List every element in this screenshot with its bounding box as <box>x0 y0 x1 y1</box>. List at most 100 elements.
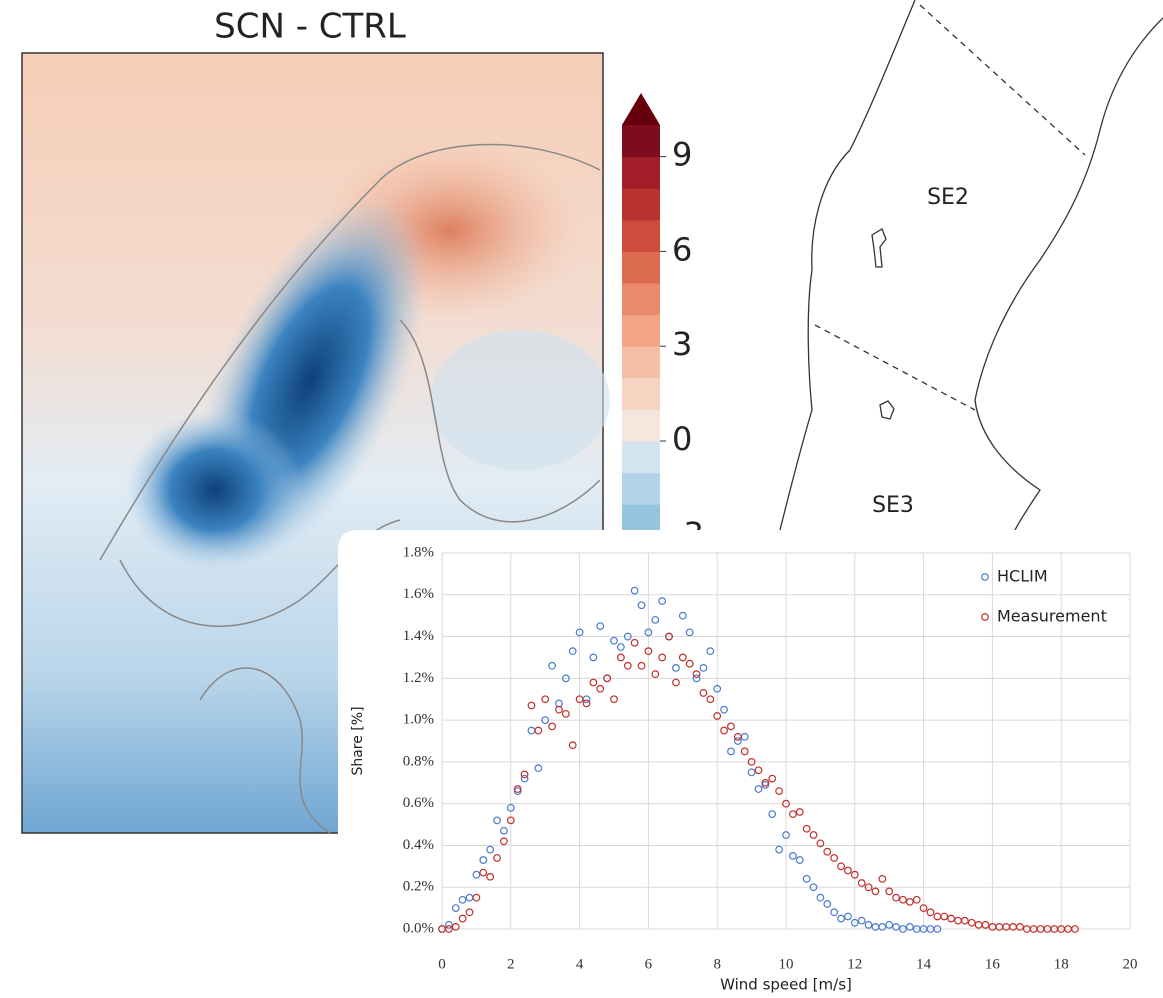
y-axis-label: Share [%] <box>350 706 366 775</box>
x-tick-label: 12 <box>847 956 862 972</box>
point <box>513 787 522 796</box>
point <box>692 674 701 683</box>
point <box>672 663 680 672</box>
point <box>486 845 495 854</box>
point <box>850 918 859 927</box>
point <box>844 912 852 921</box>
legend-label: HCLIM <box>997 567 1048 586</box>
point <box>740 747 749 756</box>
point <box>933 925 942 933</box>
color-band <box>622 156 660 189</box>
point <box>568 647 577 656</box>
point <box>548 722 556 731</box>
point <box>816 893 825 902</box>
region-label: SE3 <box>872 493 914 518</box>
y-tick-label: 0.0% <box>403 920 434 936</box>
point <box>864 883 873 892</box>
color-band <box>622 251 660 284</box>
color-band <box>622 314 660 347</box>
point <box>678 611 687 620</box>
chart-panel <box>338 530 1163 998</box>
point <box>768 810 777 819</box>
point <box>885 920 894 929</box>
point <box>788 810 797 819</box>
point <box>761 778 770 787</box>
colorbar-tick-label: 6 <box>672 230 692 268</box>
point <box>782 831 790 839</box>
point <box>905 897 914 906</box>
point <box>733 737 742 745</box>
point <box>960 916 969 925</box>
point <box>940 912 949 921</box>
color-band <box>622 283 660 316</box>
point <box>589 653 598 662</box>
point <box>864 920 873 929</box>
point <box>761 780 770 789</box>
point <box>616 643 625 651</box>
point <box>589 678 598 687</box>
x-tick-label: 6 <box>645 956 653 972</box>
point <box>493 854 501 862</box>
point <box>493 816 501 825</box>
legend-marker <box>981 573 989 581</box>
point <box>713 684 722 693</box>
point <box>603 674 612 683</box>
point <box>658 597 667 605</box>
point <box>513 785 522 793</box>
point <box>596 622 605 631</box>
point <box>678 653 687 662</box>
point <box>905 923 914 931</box>
point <box>685 659 694 668</box>
point <box>830 854 839 862</box>
x-axis-label: Wind speed [m/s] <box>720 976 852 994</box>
x-tick-label: 10 <box>779 956 794 972</box>
point <box>727 747 735 756</box>
point <box>775 845 784 854</box>
anomaly-map <box>21 52 610 834</box>
point <box>623 632 632 641</box>
point <box>479 856 488 864</box>
point <box>465 908 474 917</box>
point <box>720 705 728 714</box>
point <box>506 816 515 825</box>
point <box>541 716 550 725</box>
point <box>637 601 646 610</box>
point <box>630 586 639 595</box>
point <box>644 628 653 637</box>
point <box>561 674 570 683</box>
point <box>451 923 460 931</box>
x-tick-label: 14 <box>916 956 932 972</box>
point <box>506 803 515 812</box>
color-band <box>622 441 660 474</box>
colorbar-arrow <box>622 93 660 125</box>
point <box>561 709 570 718</box>
point <box>837 862 845 871</box>
point <box>899 925 907 933</box>
point <box>823 900 832 908</box>
point <box>451 904 460 913</box>
point <box>706 647 715 656</box>
point <box>500 826 508 835</box>
y-tick-label: 0.8% <box>403 753 434 769</box>
point <box>1071 925 1079 933</box>
color-band <box>622 377 660 410</box>
point <box>672 678 680 687</box>
point <box>837 914 845 923</box>
point <box>747 757 756 766</box>
point <box>699 663 708 672</box>
point <box>637 661 646 670</box>
point <box>479 868 488 877</box>
point <box>892 893 900 902</box>
y-tick-label: 0.2% <box>403 879 434 895</box>
point <box>534 764 543 773</box>
point <box>967 918 976 927</box>
point <box>610 695 618 704</box>
x-tick-label: 18 <box>1054 956 1069 972</box>
point <box>1016 923 1024 931</box>
point <box>665 632 673 641</box>
legend-label: Measurement <box>997 607 1107 626</box>
point <box>912 895 921 904</box>
y-tick-label: 1.8% <box>403 544 434 560</box>
point <box>878 923 887 931</box>
